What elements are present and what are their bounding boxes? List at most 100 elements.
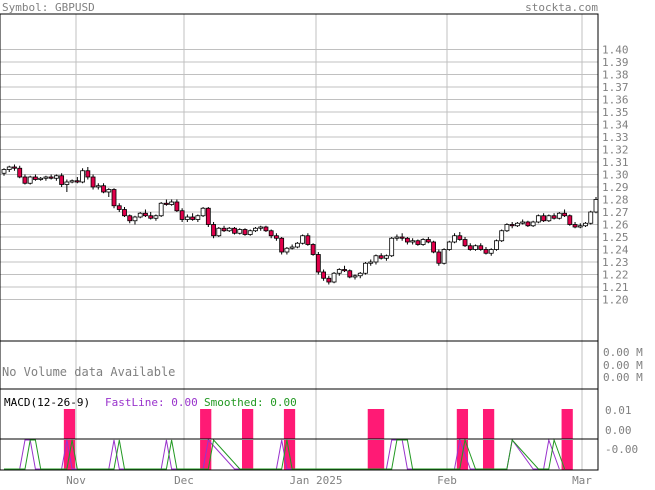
candle-body (363, 262, 368, 274)
candle-body (169, 201, 175, 205)
candle-body (431, 241, 436, 253)
candle-body (263, 226, 269, 232)
candle-body (310, 244, 316, 255)
candle-body (436, 251, 442, 264)
candle-body (247, 230, 253, 235)
candle-body (22, 176, 28, 184)
macd-bar-lower (482, 440, 495, 470)
price-tick-label: 1.33 (602, 131, 629, 144)
macd-layer (4, 409, 573, 470)
candle-body (457, 235, 463, 240)
price-tick-label: 1.21 (602, 281, 629, 294)
candle-body (127, 215, 133, 222)
candle-body (1, 169, 7, 174)
candle-body (33, 176, 38, 180)
candle-body (6, 166, 12, 170)
price-tick-label: 1.24 (602, 244, 629, 257)
candle-body (190, 216, 196, 220)
candle-body (546, 215, 552, 222)
price-tick-label: 1.29 (602, 181, 629, 194)
candle-body (237, 229, 243, 234)
candle-body (499, 230, 505, 242)
candle-body (483, 249, 489, 254)
price-tick-label: 1.36 (602, 94, 629, 107)
volume-tick-1: 0.00 M (603, 346, 643, 359)
candle-body (389, 237, 395, 257)
candle-body (253, 227, 258, 232)
candle-body (53, 175, 59, 179)
candle-body (158, 202, 164, 217)
candle-body (467, 245, 473, 250)
candle-body (441, 249, 447, 264)
candle-body (122, 209, 127, 217)
candle-body (69, 180, 75, 183)
candle-body (326, 277, 332, 283)
candle-body (525, 221, 531, 227)
candle-body (488, 249, 494, 254)
macd-tick-3: -0.00 (605, 443, 638, 456)
macd-bar-upper (561, 409, 573, 439)
macd-panel-frame (0, 388, 599, 471)
macd-smoothed-label: Smoothed: 0.00 (204, 396, 297, 409)
price-tick-label: 1.39 (602, 56, 629, 69)
candle-body (530, 221, 536, 227)
candle-body (101, 185, 106, 193)
volume-tick-2: 0.00 M (603, 359, 643, 372)
macd-tick-1: 0.01 (605, 404, 632, 417)
site-label: stockta.com (525, 1, 598, 14)
price-tick-label: 1.27 (602, 206, 629, 219)
candle-body (300, 235, 306, 244)
price-tick-label: 1.37 (602, 81, 629, 94)
candle-body (132, 216, 138, 222)
candle-body (478, 245, 484, 250)
macd-signal-line (4, 438, 566, 470)
candle-body (336, 269, 342, 274)
candle-body (305, 235, 311, 245)
candle-body (446, 241, 452, 250)
price-tick-label: 1.26 (602, 219, 629, 232)
candle-body (226, 227, 232, 232)
candle-body (216, 227, 222, 237)
candle-body (148, 215, 154, 219)
candle-body (137, 212, 143, 218)
macd-bar-upper (283, 409, 296, 439)
candle-body (515, 222, 520, 227)
candle-body (294, 242, 300, 248)
candle-body (43, 176, 49, 179)
candle-body (284, 247, 290, 253)
candle-body (567, 215, 573, 225)
candle-body (378, 255, 384, 259)
candle-body (572, 224, 578, 228)
candle-body (116, 205, 122, 210)
macd-bar-lower (367, 440, 385, 470)
candle-body (179, 210, 185, 220)
candle-body (352, 275, 358, 278)
candle-body (211, 224, 216, 237)
candle-body (535, 215, 541, 223)
candle-body (90, 176, 96, 188)
candle-body (242, 229, 248, 235)
candle-body (504, 224, 510, 232)
candle-body (394, 236, 400, 239)
candle-body (106, 189, 112, 193)
macd-bar-upper (241, 409, 254, 439)
macd-bar-upper (63, 409, 76, 439)
price-tick-label: 1.20 (602, 294, 629, 307)
macd-signal-line (4, 438, 560, 470)
candle-body (221, 227, 227, 232)
candle-body (368, 261, 374, 264)
candle-body (577, 225, 583, 228)
price-panel-frame (0, 13, 599, 342)
candle-body (347, 270, 353, 278)
candle-body (143, 212, 148, 217)
candle-body (415, 240, 421, 245)
candle-body (205, 207, 211, 225)
candle-body (111, 189, 117, 207)
candle-body (399, 236, 405, 239)
candle-body (12, 166, 17, 169)
macd-bar-upper (456, 409, 469, 439)
candle-body (80, 170, 85, 183)
candle-body (583, 222, 588, 227)
